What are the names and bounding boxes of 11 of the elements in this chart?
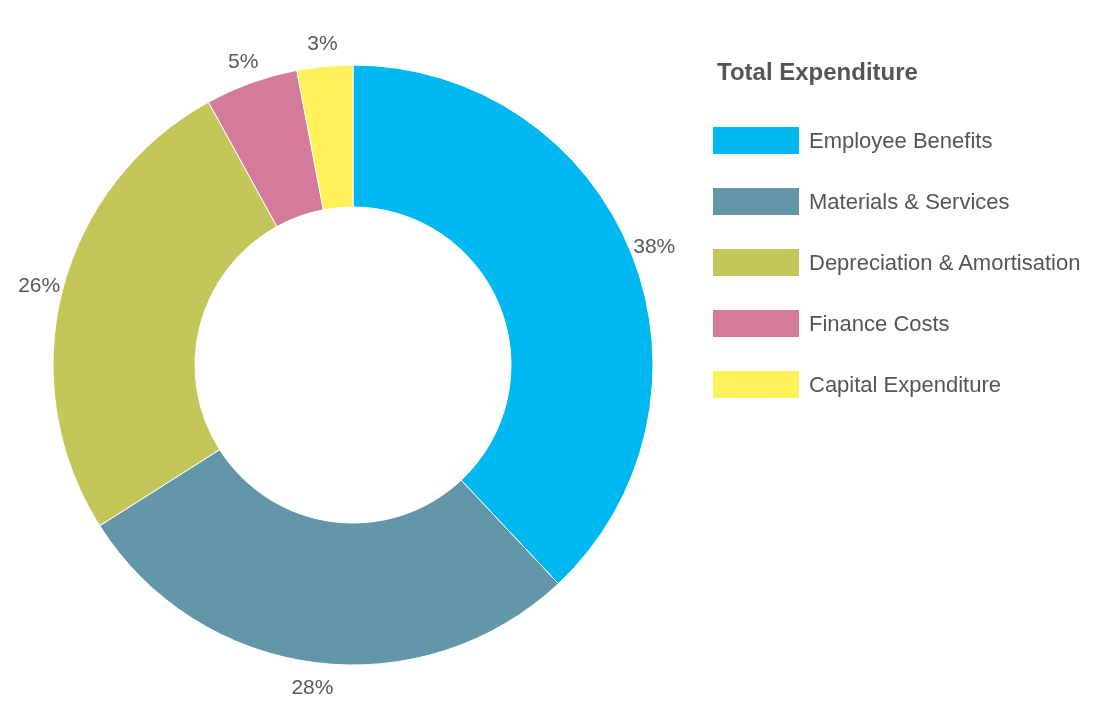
legend-label: Materials & Services bbox=[809, 188, 1010, 215]
data-label: 26% bbox=[18, 272, 61, 296]
data-label: 3% bbox=[307, 30, 338, 54]
legend-label: Employee Benefits bbox=[809, 127, 993, 154]
legend-label: Finance Costs bbox=[809, 310, 950, 337]
data-label: 38% bbox=[633, 234, 676, 258]
data-label: 28% bbox=[291, 674, 334, 698]
legend-title: Total Expenditure bbox=[717, 58, 919, 86]
legend-label: Capital Expenditure bbox=[809, 371, 1002, 398]
data-label: 5% bbox=[228, 48, 259, 72]
legend-label: Depreciation & Amortisation bbox=[809, 249, 1081, 276]
